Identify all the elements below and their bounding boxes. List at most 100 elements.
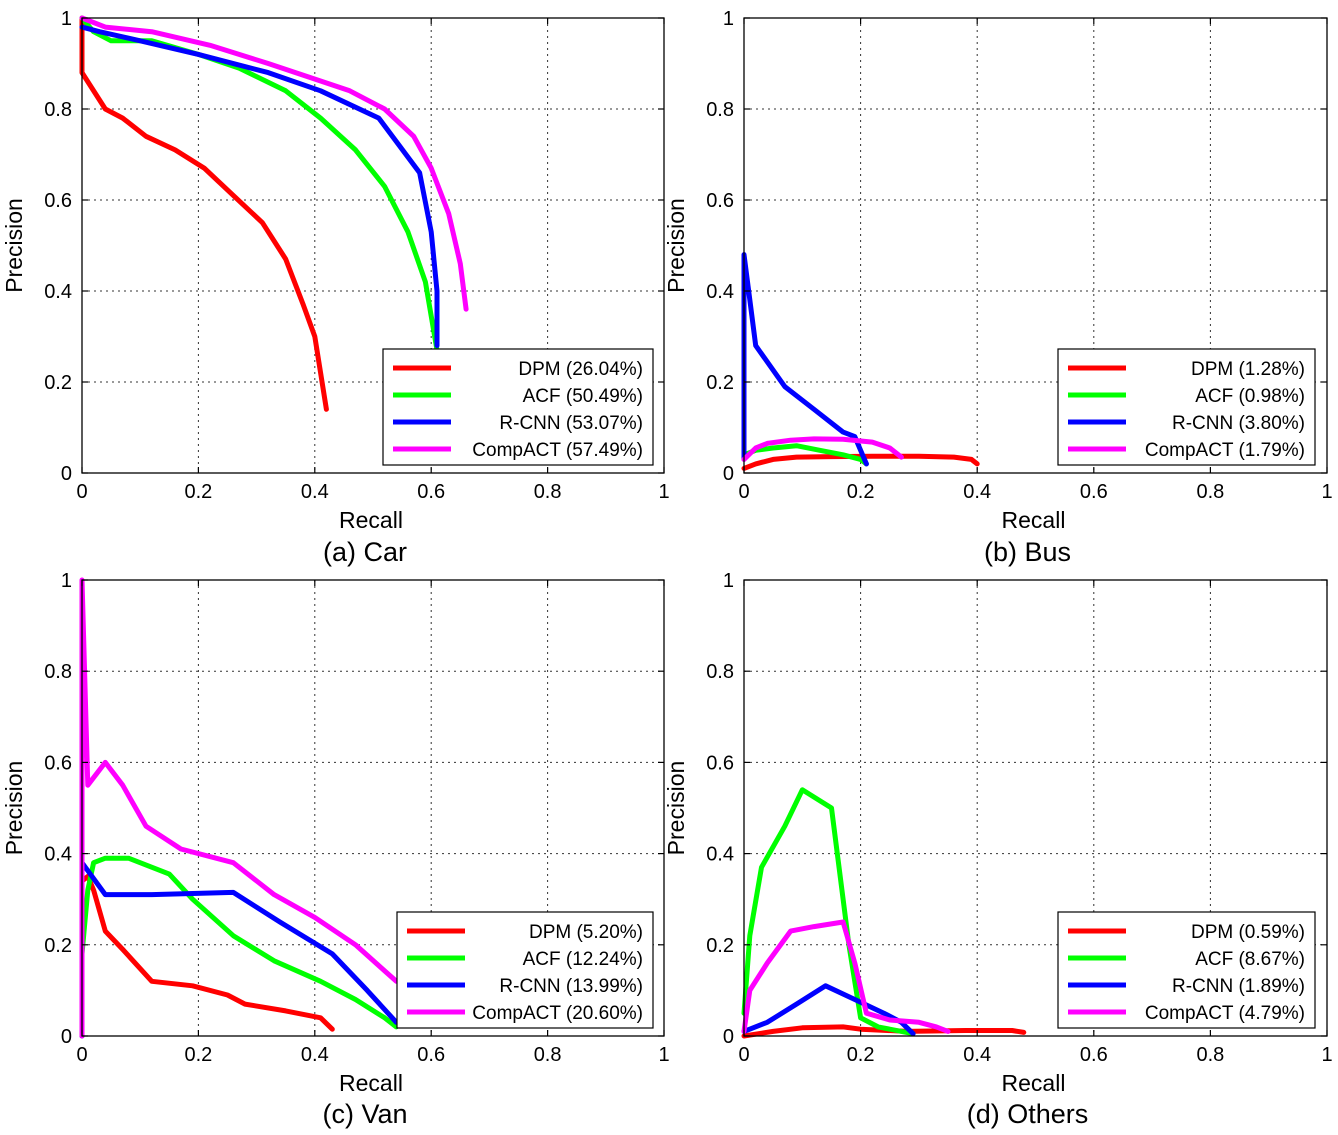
series-line-4 [79, 577, 399, 1039]
legend-label-3: R-CNN (53.07%) [499, 413, 643, 434]
legend: DPM (5.20%) ACF (12.24%) R-CNN (13.99%) Com… [396, 911, 654, 1029]
panel-caption: (a) Car [323, 537, 407, 567]
x-tick-label: 0 [76, 481, 87, 503]
panel-caption: (b) Bus [984, 537, 1071, 567]
y-tick-label: 0.4 [44, 281, 72, 303]
x-tick-label: 0.2 [847, 1044, 875, 1066]
y-tick-label: 0.4 [706, 844, 734, 866]
x-tick-label: 1 [658, 481, 669, 503]
x-tick-label: 1 [658, 1044, 669, 1066]
x-tick-label: 0.2 [184, 1044, 212, 1066]
x-tick-label: 0 [738, 481, 749, 503]
y-axis-label: Precision [1, 198, 27, 293]
y-tick-label: 0.6 [706, 752, 734, 774]
series-line-2 [79, 855, 399, 1030]
series-line-1 [741, 1024, 1027, 1039]
x-tick-label: 0.2 [847, 481, 875, 503]
legend-label-4: CompACT (20.60%) [472, 1003, 643, 1024]
x-tick-label: 0.4 [963, 1044, 991, 1066]
series-line-4 [741, 919, 951, 1034]
legend: DPM (1.28%) ACF (0.98%) R-CNN (3.80%) CompA… [1057, 348, 1316, 466]
y-tick-label: 0.8 [706, 661, 734, 683]
series-group [741, 252, 980, 471]
series-line-3 [741, 252, 869, 467]
x-tick-label: 0.8 [1196, 481, 1224, 503]
x-tick-label: 0.6 [1080, 481, 1108, 503]
y-tick-label: 0.2 [706, 372, 734, 394]
x-axis-label: Recall [339, 507, 403, 533]
y-tick-label: 0.4 [44, 844, 72, 866]
y-axis-label: Precision [1, 761, 27, 856]
y-tick-label: 0.2 [44, 372, 72, 394]
chart-panel-4: 0 0.2 0.4 0.6 0.8 1 0 0.2 0.4 0.6 0.8 1 Recall Precis… [663, 570, 1333, 1129]
x-tick-label: 0 [738, 1044, 749, 1066]
legend-label-1: DPM (0.59%) [1191, 922, 1305, 943]
legend-label-3: R-CNN (1.89%) [1172, 976, 1305, 997]
series-group [79, 577, 399, 1039]
y-tick-label: 0.8 [44, 661, 72, 683]
x-axis-label: Recall [1002, 1070, 1066, 1096]
legend-label-3: R-CNN (13.99%) [499, 976, 643, 997]
series-line-1 [79, 873, 335, 1039]
x-tick-label: 0 [76, 1044, 87, 1066]
x-tick-label: 0.6 [1080, 1044, 1108, 1066]
legend-label-2: ACF (12.24%) [523, 949, 643, 970]
x-tick-label: 0.4 [301, 1044, 329, 1066]
y-tick-label: 0 [61, 463, 72, 485]
series-line-2 [741, 443, 869, 467]
y-tick-label: 0.6 [706, 190, 734, 212]
legend-label-4: CompACT (1.79%) [1145, 440, 1305, 461]
x-tick-label: 0.4 [963, 481, 991, 503]
x-tick-label: 0.2 [184, 481, 212, 503]
y-tick-label: 0 [723, 1026, 734, 1048]
series-group [741, 787, 1027, 1039]
series-line-3 [79, 860, 399, 1039]
series-line-1 [79, 15, 329, 412]
legend-label-3: R-CNN (3.80%) [1172, 413, 1305, 434]
axes-box [743, 17, 1328, 474]
y-tick-label: 1 [61, 570, 72, 592]
x-tick-label: 0.8 [534, 1044, 562, 1066]
legend: DPM (26.04%) ACF (50.49%) R-CNN (53.07%) Co… [382, 348, 654, 466]
x-tick-label: 1 [1321, 481, 1332, 503]
legend-label-1: DPM (1.28%) [1191, 359, 1305, 380]
y-axis-label: Precision [663, 198, 689, 293]
y-tick-label: 1 [723, 570, 734, 592]
y-tick-label: 0 [61, 1026, 72, 1048]
y-tick-label: 0.4 [706, 281, 734, 303]
series-line-4 [79, 15, 469, 312]
chart-panel-1: 0 0.2 0.4 0.6 0.8 1 0 0.2 0.4 0.6 0.8 1 Recall Precis… [1, 8, 670, 567]
legend-label-2: ACF (8.67%) [1195, 949, 1305, 970]
legend-label-2: ACF (0.98%) [1195, 386, 1305, 407]
series-line-2 [741, 787, 916, 1037]
x-axis-label: Recall [1002, 507, 1066, 533]
chart-panel-2: 0 0.2 0.4 0.6 0.8 1 0 0.2 0.4 0.6 0.8 1 Recall Precis… [663, 8, 1333, 567]
y-tick-label: 0.2 [44, 935, 72, 957]
legend: DPM (0.59%) ACF (8.67%) R-CNN (1.89%) CompA… [1057, 911, 1316, 1029]
x-tick-label: 1 [1321, 1044, 1332, 1066]
y-axis-label: Precision [663, 761, 689, 856]
x-tick-label: 0.8 [1196, 1044, 1224, 1066]
y-tick-label: 1 [723, 8, 734, 30]
y-tick-label: 0.6 [44, 752, 72, 774]
x-tick-label: 0.4 [301, 481, 329, 503]
y-tick-label: 0.2 [706, 935, 734, 957]
x-tick-label: 0.8 [534, 481, 562, 503]
chart-panel-3: 0 0.2 0.4 0.6 0.8 1 0 0.2 0.4 0.6 0.8 1 Recall Precis… [1, 570, 670, 1129]
legend-label-1: DPM (26.04%) [518, 359, 643, 380]
series-line-4 [741, 436, 904, 462]
x-tick-label: 0.6 [417, 1044, 445, 1066]
legend-label-2: ACF (50.49%) [523, 386, 643, 407]
y-tick-label: 0 [723, 463, 734, 485]
panel-caption: (d) Others [967, 1099, 1089, 1129]
series-line-3 [79, 24, 440, 349]
y-tick-label: 1 [61, 8, 72, 30]
y-tick-label: 0.6 [44, 190, 72, 212]
axes-box [81, 17, 665, 474]
axes-box [743, 579, 1328, 1037]
legend-label-4: CompACT (57.49%) [472, 440, 643, 461]
legend-box [382, 348, 654, 466]
series-line-2 [79, 15, 440, 353]
series-group [79, 15, 469, 412]
